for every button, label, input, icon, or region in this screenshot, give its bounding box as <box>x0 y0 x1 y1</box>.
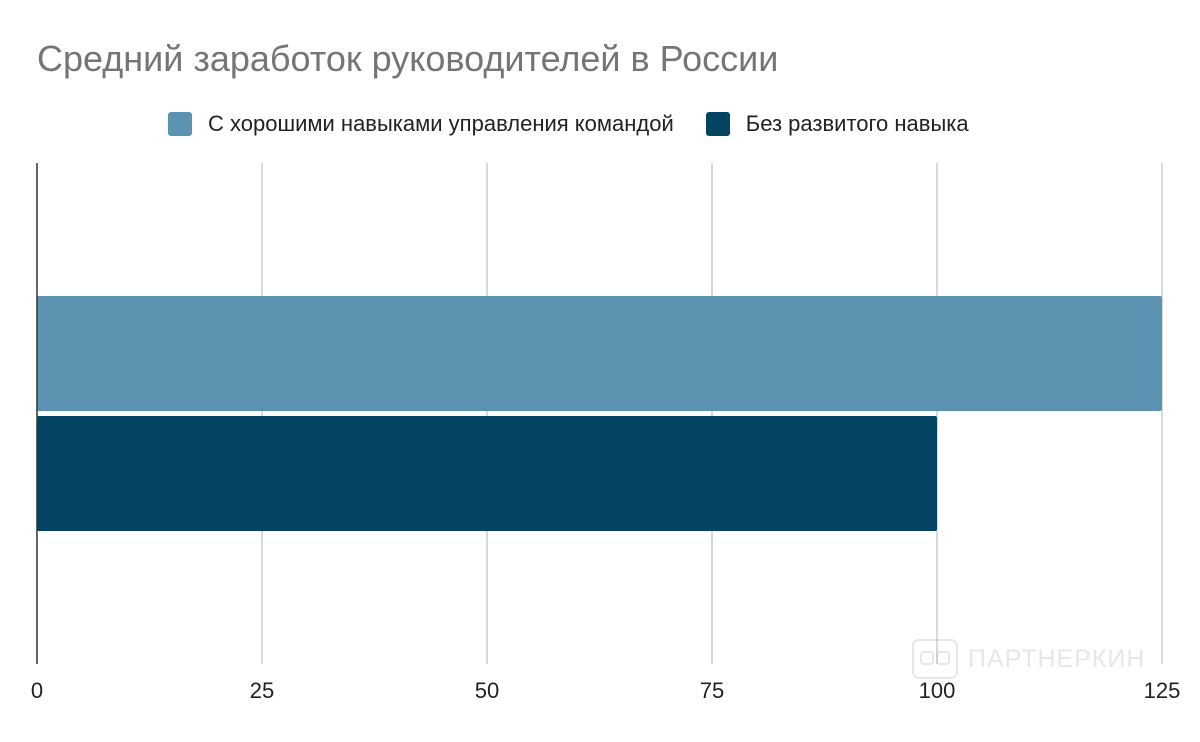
bars <box>37 296 1162 531</box>
legend-label-series-1: С хорошими навыками управления командой <box>208 111 674 136</box>
x-tick-label-0: 0 <box>31 678 43 703</box>
legend-swatch-series-2 <box>705 112 730 136</box>
bar-series-1[interactable] <box>37 296 1162 411</box>
legend-swatch-series-1 <box>168 112 192 136</box>
legend-item-series-2[interactable]: Без развитого навыка <box>705 111 969 137</box>
x-tick-label-50: 50 <box>475 678 499 703</box>
legend-label-series-2: Без развитого навыка <box>745 111 969 136</box>
grid-lines <box>261 163 1163 664</box>
legend-item-series-1[interactable]: С хорошими навыками управления командой <box>168 111 674 137</box>
x-tick-label-25: 25 <box>250 678 274 703</box>
x-tick-label-125: 125 <box>1144 678 1181 703</box>
x-tick-label-75: 75 <box>700 678 724 703</box>
x-tick-label-100: 100 <box>919 678 956 703</box>
bar-series-2[interactable] <box>37 416 937 531</box>
x-axis-ticks: 0 25 50 75 100 125 <box>31 678 1180 703</box>
chart-legend: С хорошими навыками управления командой … <box>168 111 1001 137</box>
chart-title: Средний заработок руководителей в России <box>37 38 779 79</box>
